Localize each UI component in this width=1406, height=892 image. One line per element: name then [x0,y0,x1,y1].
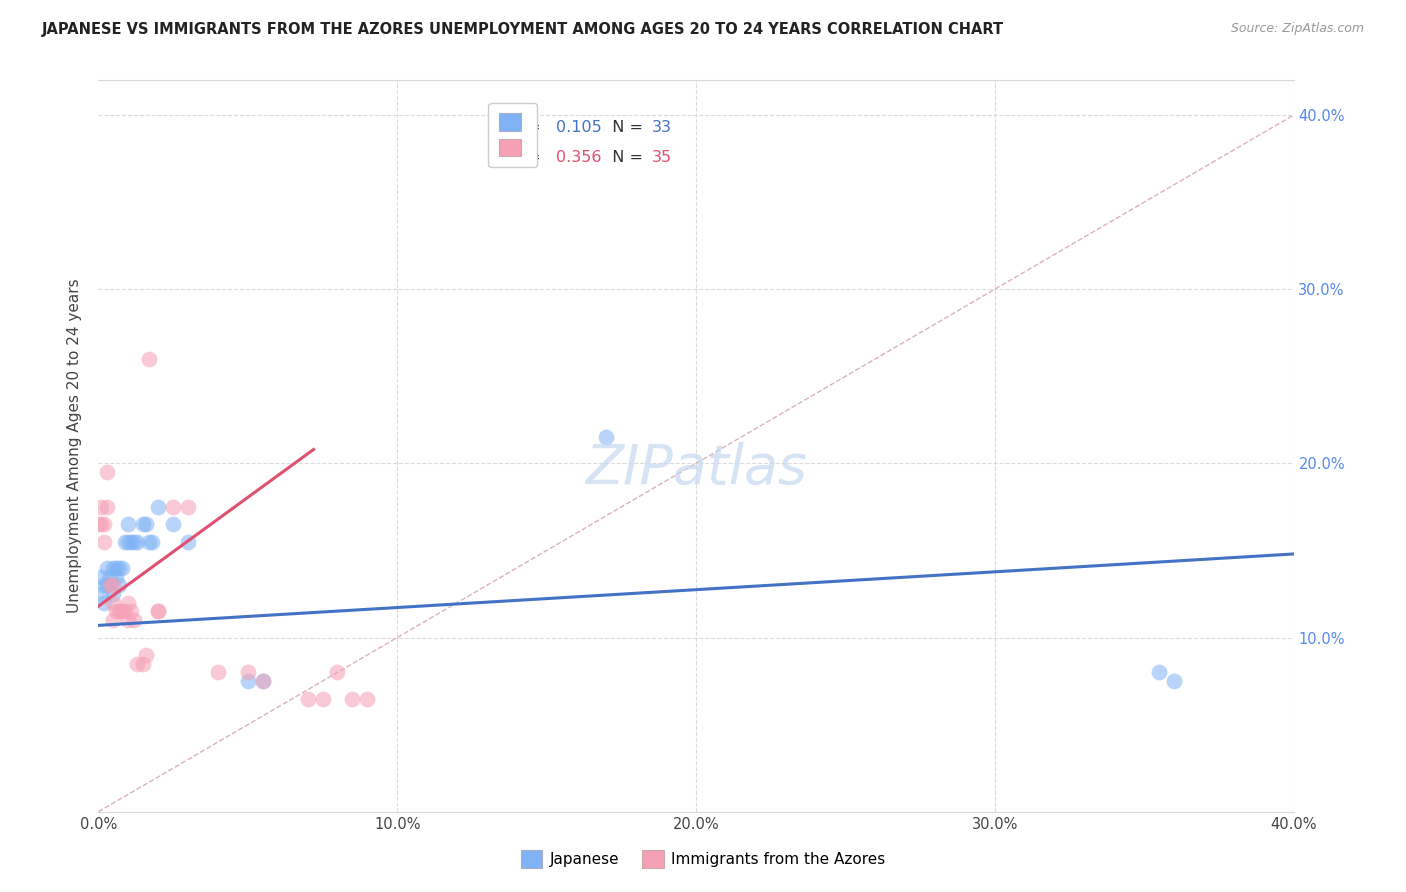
Point [135,648,157,662]
Point [1147,665,1170,680]
Point [162,517,184,532]
Point [141,534,163,549]
Point [138,351,160,366]
Point [138,534,160,549]
Text: 35: 35 [652,150,672,165]
Point [252,674,274,689]
Point [117,613,139,627]
Text: 0.356: 0.356 [557,150,602,165]
Point [103,578,125,592]
Point [356,691,378,706]
Point [103,587,125,601]
Point [207,665,229,680]
Point [90,569,112,583]
Text: R =: R = [510,150,546,165]
Point [96,465,118,479]
Point [117,517,139,532]
Point [105,604,128,618]
Point [100,578,122,592]
Text: R =: R = [510,120,546,136]
Legend: Japanese, Immigrants from the Azores: Japanese, Immigrants from the Azores [513,843,893,875]
Point [100,569,122,583]
Point [96,561,118,575]
Point [114,604,136,618]
Point [127,657,149,671]
Text: JAPANESE VS IMMIGRANTS FROM THE AZORES UNEMPLOYMENT AMONG AGES 20 TO 24 YEARS CO: JAPANESE VS IMMIGRANTS FROM THE AZORES U… [42,22,1004,37]
Point [132,517,155,532]
Point [252,674,274,689]
Point [93,596,115,610]
Legend: , : , [488,103,537,167]
Point [236,665,259,680]
Text: N =: N = [602,150,648,165]
Point [87,517,110,532]
Point [148,604,170,618]
Point [1163,674,1185,689]
Text: 33: 33 [652,120,672,136]
Text: N =: N = [602,120,648,136]
Point [595,430,617,444]
Point [117,596,139,610]
Y-axis label: Unemployment Among Ages 20 to 24 years: Unemployment Among Ages 20 to 24 years [67,278,83,614]
Point [120,534,142,549]
Point [96,578,118,592]
Point [132,657,155,671]
Point [103,613,125,627]
Point [111,561,134,575]
Point [236,674,259,689]
Point [127,534,149,549]
Point [93,534,115,549]
Point [162,500,184,514]
Point [90,517,112,532]
Text: ZIPatlas: ZIPatlas [585,442,807,494]
Point [124,534,146,549]
Text: Source: ZipAtlas.com: Source: ZipAtlas.com [1230,22,1364,36]
Point [148,604,170,618]
Point [120,604,142,618]
Point [111,604,134,618]
Point [117,534,139,549]
Point [108,561,131,575]
Point [177,534,200,549]
Point [96,500,118,514]
Point [326,665,349,680]
Point [108,604,131,618]
Point [135,517,157,532]
Point [105,561,128,575]
Point [103,596,125,610]
Point [108,578,131,592]
Point [342,691,364,706]
Point [105,569,128,583]
Text: 0.105: 0.105 [557,120,602,136]
Point [90,500,112,514]
Point [93,517,115,532]
Point [311,691,333,706]
Point [124,613,146,627]
Point [177,500,200,514]
Point [297,691,319,706]
Point [103,561,125,575]
Point [100,578,122,592]
Point [90,587,112,601]
Point [148,500,170,514]
Point [114,534,136,549]
Point [93,578,115,592]
